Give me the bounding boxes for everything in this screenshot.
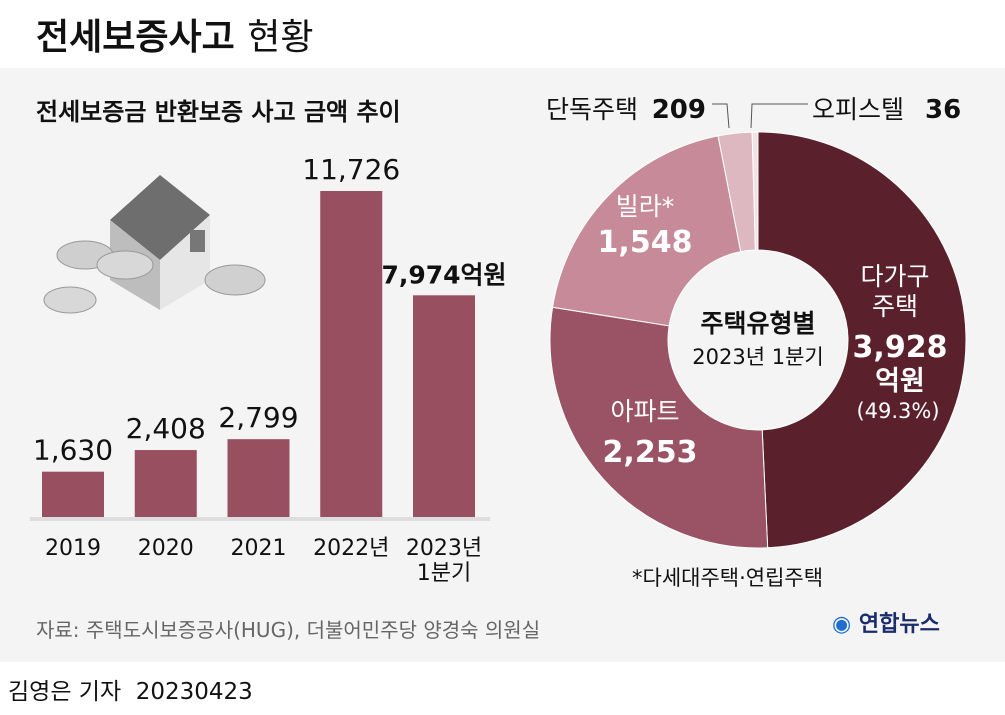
bar: [320, 191, 383, 517]
bar-value-label: 2,408: [126, 412, 206, 445]
logo-icon: ◉: [832, 612, 852, 637]
footnote: *다세대주택·연립주택: [632, 566, 824, 590]
bar-chart-title: 전세보증금 반환보증 사고 금액 추이: [36, 98, 401, 126]
byline: 김영은 기자 20230423: [8, 679, 253, 705]
slice-label: 주택유형별: [700, 309, 815, 338]
slice-label: 주택: [872, 292, 918, 321]
bar: [42, 471, 104, 517]
slice-label: 36: [925, 95, 961, 125]
bar-value-label: 7,974억원: [381, 260, 506, 289]
leader-line: [750, 103, 808, 129]
slice-label: 억원: [875, 366, 925, 397]
house-illustration: [40, 170, 300, 320]
donut-slice: [549, 306, 769, 549]
page-title: 전세보증사고 현황: [36, 8, 314, 60]
source-text: 자료: 주택도시보증공사(HUG), 더불어민주당 양경숙 의원실: [36, 618, 541, 642]
slice-label: 1,548: [598, 225, 693, 260]
x-tick-label: 2022년: [313, 536, 389, 561]
x-tick-label: 2023년: [406, 536, 482, 561]
title-sub: 현황: [247, 17, 314, 58]
slice-label: 2,253: [603, 435, 698, 470]
x-tick-label: 2019: [45, 536, 101, 561]
yonhap-logo: ◉ 연합뉴스: [832, 606, 940, 638]
slice-label: (49.3%): [856, 399, 939, 423]
slice-label: 오피스텔: [812, 95, 904, 124]
donut-slice: [751, 131, 759, 251]
bar-value-label: 11,726: [302, 153, 400, 186]
x-tick-label: 2021: [231, 536, 287, 561]
bar: [134, 450, 197, 517]
x-tick-label: 1분기: [417, 561, 471, 586]
slice-label: 다가구: [860, 262, 929, 291]
leader-line: [712, 103, 730, 129]
bar: [227, 439, 290, 517]
donut-slice: [757, 131, 967, 549]
slice-label: 단독주택: [546, 95, 638, 124]
slice-label: 빌라*: [616, 192, 675, 221]
bar-value-label: 1,630: [33, 434, 113, 467]
title-main: 전세보증사고: [36, 17, 235, 58]
baseline: [30, 517, 490, 521]
slice-label: 아파트: [610, 397, 679, 426]
donut-slice: [552, 135, 742, 327]
slice-label: 209: [652, 95, 706, 125]
bar: [413, 295, 475, 517]
bar-value-label: 2,799: [218, 401, 298, 434]
logo-text: 연합뉴스: [858, 612, 940, 637]
slice-label: 2023년 1분기: [692, 345, 823, 369]
x-tick-label: 2020: [138, 536, 194, 561]
slice-label: 3,928: [853, 330, 948, 365]
